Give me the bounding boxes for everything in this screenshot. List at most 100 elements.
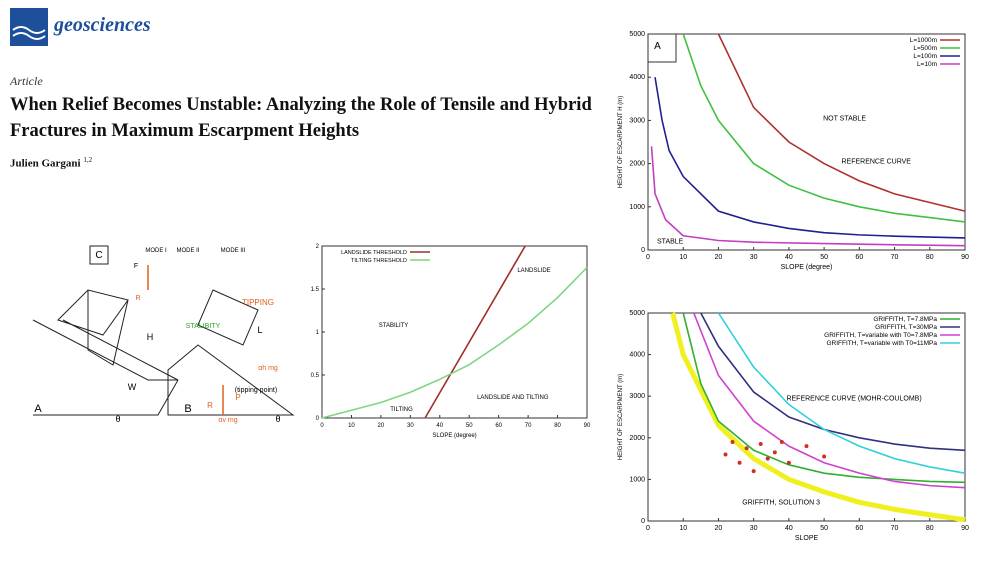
legend-label: L=100m	[913, 53, 937, 60]
annotation: STABLE	[657, 239, 684, 246]
plot-frame	[647, 312, 966, 522]
x-tick-label: 60	[855, 254, 863, 261]
diagram-label: B	[184, 403, 191, 415]
diagram-label: αh mg	[258, 365, 278, 372]
y-tick-label: 0	[641, 247, 645, 254]
observation-point	[758, 442, 763, 447]
observation-point	[751, 469, 756, 474]
diagram-label: F	[134, 263, 138, 270]
annotation: TILTING	[390, 407, 413, 413]
chart-ratio: 0 10 20 30 40 50 60 70 80 90 0 0.5 1 1.5 2 SLOPE (degre…	[311, 244, 591, 439]
x-tick-label: 10	[348, 423, 355, 429]
observation-point	[786, 460, 791, 465]
x-tick-label: 50	[820, 254, 828, 261]
series-line	[650, 146, 966, 247]
legend-label: L=10m	[917, 61, 937, 68]
y-axis-label: HEIGHT OF ESCARPMENT H (m)	[618, 96, 624, 188]
x-tick-label: 80	[926, 254, 934, 261]
x-tick-label: 20	[715, 254, 723, 261]
diagram-label: (tipping point)	[235, 387, 277, 394]
x-tick-label: 50	[820, 525, 828, 532]
x-tick-label: 30	[750, 525, 758, 532]
legend-label: GRIFFITH, T=variable with T0=7.8MPa	[824, 332, 937, 339]
x-tick-label: 40	[785, 254, 793, 261]
y-tick-label: 5000	[629, 310, 645, 317]
x-tick-label: 80	[554, 423, 561, 429]
x-axis-label: SLOPE	[795, 535, 819, 542]
x-tick-label: 50	[466, 423, 473, 429]
x-tick-label: 20	[378, 423, 385, 429]
legend-label: GRIFFITH, T=variable with T0=11MPa	[826, 340, 937, 347]
annotation: LANDSLIDE	[517, 268, 550, 274]
y-tick-label: 2	[316, 244, 320, 250]
y-tick-label: 2000	[629, 435, 645, 442]
diagram-label: H	[147, 332, 154, 342]
annotation: LANDSLIDE AND TILTING	[477, 395, 549, 401]
legend-label: LANDSLIDE THRESHOLD	[341, 250, 407, 256]
x-tick-label: 80	[926, 525, 934, 532]
series-line	[321, 266, 588, 419]
y-tick-label: 0	[316, 416, 320, 422]
series-line	[424, 245, 526, 419]
y-tick-label: 3000	[629, 117, 645, 124]
diagram-label: L	[257, 325, 262, 335]
series-line	[693, 312, 966, 489]
x-tick-label: 90	[961, 525, 969, 532]
diagram-label: αv mg	[218, 417, 237, 424]
observation-point	[772, 450, 777, 455]
legend-label: GRIFFITH, T=30MPa	[875, 324, 937, 331]
diagram-label: R	[207, 401, 213, 410]
author-name: Julien Gargani	[10, 157, 81, 170]
journal-name: geosciences	[54, 14, 151, 36]
y-tick-label: 2000	[629, 161, 645, 168]
x-tick-label: 40	[785, 525, 793, 532]
y-axis-label: HEIGHT OF ESCARPMENT (m)	[618, 374, 624, 460]
legend-label: L=500m	[913, 45, 937, 52]
diagram-label: θ	[115, 414, 120, 424]
diagram-label: A	[34, 403, 42, 415]
x-tick-label: 10	[679, 525, 687, 532]
x-tick-label: 40	[436, 423, 443, 429]
x-tick-label: 30	[407, 423, 414, 429]
x-tick-label: 60	[495, 423, 502, 429]
panel-box	[647, 33, 677, 63]
x-tick-label: 10	[679, 254, 687, 261]
diagram-label: STALIBITY	[186, 323, 221, 330]
solution-curve	[670, 312, 966, 523]
x-tick-label: 0	[646, 254, 650, 261]
y-tick-label: 1000	[629, 476, 645, 483]
legend-label: TILTING THRESHOLD	[351, 258, 407, 264]
x-tick-label: 70	[891, 254, 899, 261]
y-tick-label: 3000	[629, 393, 645, 400]
chart-escarpment-a: 0 10 20 30 40 50 60 70 80 90 0 1000 2000 3000 4000 5000…	[618, 31, 969, 271]
observation-point	[730, 439, 735, 444]
annotation: A	[654, 41, 661, 52]
article-title: When Relief Becomes Unstable: Analyzing …	[10, 95, 592, 141]
y-tick-label: 1000	[629, 204, 645, 211]
x-tick-label: 90	[584, 423, 591, 429]
journal-logo	[10, 8, 48, 46]
y-tick-label: 0.5	[311, 373, 320, 379]
annotation: REFERENCE CURVE (MOHR-COULOMB)	[786, 395, 921, 402]
annotation: STABILITY	[379, 323, 409, 329]
diagram-label: MODE III	[221, 248, 246, 254]
series-line	[682, 33, 966, 223]
diagram-label: P	[235, 393, 240, 402]
annotation: NOT STABLE	[823, 115, 866, 122]
observation-point	[765, 456, 770, 461]
plot-frame	[647, 33, 966, 251]
series-line	[717, 312, 966, 474]
diagram-label: C	[95, 250, 102, 261]
chart-escarpment-b: 0 10 20 30 40 50 60 70 80 90 0 1000 2000 3000 4000 5000…	[618, 310, 969, 542]
series-line	[654, 77, 966, 239]
diagram-label: TIPPING	[242, 298, 274, 307]
x-tick-label: 60	[855, 525, 863, 532]
author: Julien Gargani 1,2	[10, 156, 92, 170]
x-tick-label: 70	[525, 423, 532, 429]
series-line	[717, 33, 966, 212]
y-tick-label: 4000	[629, 74, 645, 81]
diagram-label: θ	[275, 414, 280, 424]
x-axis-label: SLOPE (degree)	[432, 433, 476, 439]
observation-point	[779, 439, 784, 444]
